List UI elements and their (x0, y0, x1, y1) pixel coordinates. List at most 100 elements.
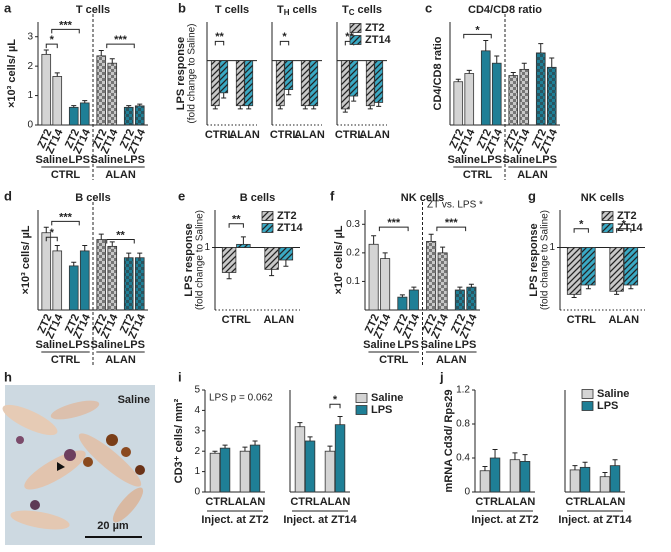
title-text: NK cells (401, 192, 444, 204)
bar (509, 459, 521, 493)
error-bar (512, 452, 518, 460)
bar (123, 257, 134, 311)
error-bar (286, 89, 292, 96)
bar (134, 105, 145, 126)
condition-label: ALAN (517, 169, 548, 181)
error-bar (212, 105, 218, 110)
error-bar (614, 291, 620, 295)
subtitle: Inject. at ZT14 (558, 514, 632, 526)
significance-bracket (279, 40, 290, 46)
bar (349, 60, 359, 97)
y-axis-label: (fold change to Saline) (540, 210, 551, 310)
error-bar (109, 58, 115, 64)
x-tick-label: ALAN (595, 496, 626, 508)
significance-label: * (50, 34, 55, 46)
bar (508, 75, 519, 126)
error-bar (549, 57, 555, 68)
legend-label: LPS (371, 404, 392, 416)
bar (209, 452, 221, 493)
panel-letter: b (178, 0, 186, 15)
error-bar (307, 436, 313, 441)
error-bar (399, 294, 405, 298)
error-bar (82, 244, 88, 251)
error-bar (510, 71, 516, 76)
y-tick-label: 0 (27, 120, 33, 131)
y-tick-label: 1.2 (456, 385, 470, 396)
significance-bracket (51, 28, 80, 34)
bar (609, 247, 624, 292)
significance-bracket (51, 220, 80, 226)
chart-title: B cells (240, 192, 275, 204)
bar (235, 60, 245, 107)
significance-label: * (579, 219, 584, 231)
x-tick-label: ALAN (608, 314, 639, 326)
bar (464, 73, 475, 126)
y-axis-label: CD3⁺ cells/ mm² (173, 398, 185, 483)
legend-label: ZT2 (277, 210, 297, 222)
group-label: LPS (69, 339, 90, 351)
bar (79, 102, 90, 126)
legend-label: ZT2 (365, 22, 385, 34)
cell (50, 400, 100, 420)
bar (294, 426, 306, 493)
error-bar (382, 252, 388, 259)
title-text: B cells (75, 192, 110, 204)
bar (221, 247, 237, 273)
bar (453, 81, 464, 126)
y-axis-label: ×10³ cells/ µL (6, 39, 18, 108)
bar (480, 50, 491, 126)
condition-label: ALAN (105, 169, 136, 181)
subtitle: Inject. at ZT2 (471, 514, 538, 526)
panel-letter: i (178, 369, 182, 384)
bar (581, 247, 596, 286)
y-axis-label: ×10³ cells/ µL (333, 225, 345, 294)
chart-title: NK cells (401, 192, 444, 204)
title-text: T (277, 4, 284, 16)
significance-bracket (228, 223, 244, 228)
panel-letter: d (4, 188, 12, 203)
x-tick-label: ALAN (263, 314, 294, 326)
x-tick-label: CTRL (290, 496, 320, 508)
bar (623, 247, 639, 286)
x-tick-label: CTRL (335, 129, 365, 141)
bar (52, 76, 63, 126)
error-bar (367, 105, 373, 110)
x-tick-label: CTRL (222, 314, 252, 326)
bar (79, 250, 90, 311)
significance-label: *** (59, 19, 73, 31)
bar (309, 60, 319, 107)
legend-label: ZT14 (617, 222, 644, 234)
error-bar (297, 422, 303, 427)
significance-label: *** (387, 217, 401, 229)
bar (374, 60, 384, 103)
bar (365, 60, 375, 107)
significance-bracket (214, 40, 225, 46)
x-tick-label: ALAN (359, 129, 390, 141)
error-bar (221, 92, 227, 99)
bar (437, 252, 448, 311)
bar (599, 476, 611, 493)
error-bar (466, 69, 472, 74)
title-text: cells (289, 4, 317, 16)
error-bar (585, 285, 591, 290)
x-tick-label: ALAN (235, 496, 266, 508)
error-bar (538, 43, 544, 53)
error-bar (137, 252, 143, 258)
error-bar (54, 244, 60, 251)
chart-title: CD4/CD8 ratio (468, 4, 542, 16)
group-label: Saline (421, 339, 453, 351)
nucleus (30, 500, 40, 510)
bar (368, 243, 379, 311)
condition-label: ALAN (436, 354, 467, 366)
y-tick-label: 2 (27, 61, 33, 72)
bar (219, 60, 229, 94)
x-tick-label: CTRL (565, 496, 595, 508)
nucleus (106, 434, 118, 446)
error-bar (126, 105, 132, 108)
y-tick-label: 0.2 (346, 247, 360, 258)
error-bar (571, 294, 577, 298)
error-bar (54, 72, 60, 77)
error-bar (277, 105, 283, 110)
cell (10, 510, 70, 530)
